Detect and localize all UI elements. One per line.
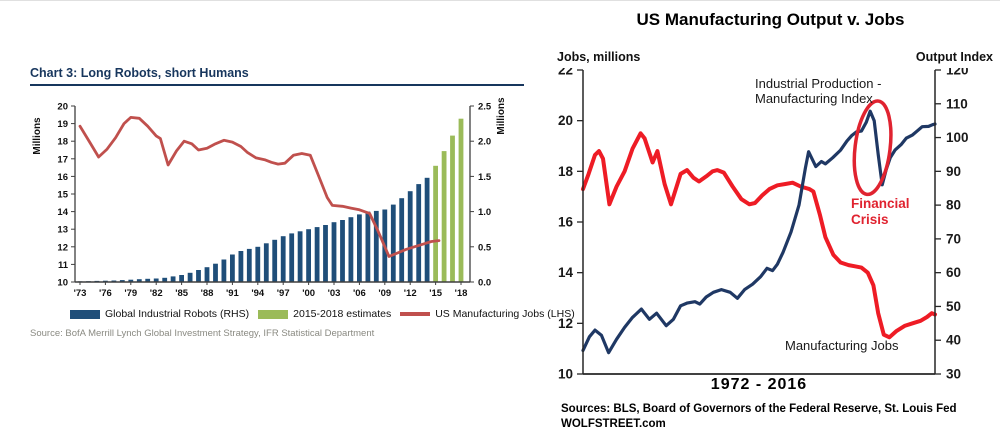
svg-text:'91: '91 [226, 288, 240, 299]
right-chart-axis-labels: Jobs, millions Output Index [543, 50, 995, 64]
svg-text:19: 19 [57, 119, 68, 130]
svg-text:13: 13 [57, 225, 68, 236]
svg-text:90: 90 [946, 164, 961, 179]
svg-text:12: 12 [57, 242, 68, 253]
svg-text:'73: '73 [74, 288, 87, 299]
right-chart-title: US Manufacturing Output v. Jobs [636, 10, 905, 29]
left-chart-legend: Global Industrial Robots (RHS) 2015-2018… [70, 308, 575, 320]
sources-line: Sources: BLS, Board of Governors of the … [561, 403, 957, 415]
svg-text:2.0: 2.0 [478, 137, 491, 148]
svg-text:120: 120 [946, 68, 969, 77]
svg-text:'15: '15 [429, 288, 443, 299]
svg-text:80: 80 [946, 198, 961, 213]
svg-text:'00: '00 [302, 288, 315, 299]
svg-text:'09: '09 [378, 288, 391, 299]
svg-text:110: 110 [946, 96, 968, 111]
svg-text:10: 10 [558, 367, 573, 381]
legend-label-jobs: US Manufacturing Jobs (LHS) [435, 308, 575, 320]
right-chart-sources: Sources: BLS, Board of Governors of the … [561, 402, 957, 431]
svg-text:'76: '76 [99, 288, 112, 299]
legend-label-robots: Global Industrial Robots (RHS) [105, 308, 250, 320]
svg-text:Millions: Millions [496, 97, 507, 135]
svg-text:100: 100 [946, 130, 969, 145]
svg-text:20: 20 [558, 113, 573, 128]
svg-text:1.0: 1.0 [478, 207, 491, 218]
svg-text:'12: '12 [404, 288, 417, 299]
industrial-production-annotation: Industrial Production - Manufacturing In… [755, 76, 881, 106]
x-axis-caption: 1972 - 2016 [710, 376, 808, 393]
svg-text:22: 22 [558, 68, 573, 78]
svg-text:'82: '82 [150, 288, 163, 299]
svg-text:70: 70 [946, 231, 961, 246]
svg-text:'85: '85 [175, 288, 189, 299]
svg-text:Millions: Millions [32, 117, 43, 155]
svg-text:0.0: 0.0 [478, 278, 491, 289]
svg-text:'79: '79 [124, 288, 137, 299]
manufacturing-jobs-annotation: Manufacturing Jobs [785, 338, 899, 353]
svg-text:16: 16 [558, 215, 574, 230]
svg-text:0.5: 0.5 [478, 242, 492, 253]
legend-swatch-estimates [258, 309, 289, 319]
financial-crisis-annotation-line2: Crisis [851, 212, 889, 227]
svg-text:30: 30 [946, 367, 961, 381]
left-chart-title: Chart 3: Long Robots, short Humans [30, 66, 524, 86]
financial-crisis-annotation-line1: Financial [851, 196, 910, 211]
svg-text:'97: '97 [277, 288, 290, 299]
legend-item-robots: Global Industrial Robots (RHS) [70, 308, 249, 320]
legend-swatch-robots [70, 309, 100, 319]
svg-text:15: 15 [57, 190, 68, 201]
industrial-production-annotation-line2: Manufacturing Index [755, 91, 873, 106]
left-chart-panel: Chart 3: Long Robots, short Humans 10 11 1… [30, 66, 575, 366]
svg-text:18: 18 [57, 137, 68, 148]
svg-text:'03: '03 [328, 288, 341, 299]
svg-text:16: 16 [57, 172, 68, 183]
svg-text:1.5: 1.5 [478, 172, 492, 183]
svg-text:'06: '06 [353, 288, 366, 299]
svg-text:14: 14 [57, 207, 68, 218]
svg-text:'18: '18 [455, 288, 468, 299]
right-chart-plot: 10 12 14 16 18 20 22 30 40 50 60 70 80 90 100 110 120 [558, 68, 969, 381]
jobs-axis-label: Jobs, millions [557, 50, 641, 64]
svg-text:40: 40 [946, 333, 961, 348]
svg-text:10: 10 [57, 278, 68, 289]
svg-text:14: 14 [558, 265, 574, 280]
industrial-production-annotation-line1: Industrial Production - [755, 76, 882, 91]
left-chart-plot: 10 11 12 13 14 15 16 17 18 19 20 0.0 0.5 1.0 1.5 2.0 2.5… [32, 97, 507, 299]
page-top-border [0, 0, 1000, 1]
svg-text:50: 50 [946, 299, 961, 314]
left-chart-source: Source: BofA Merrill Lynch Global Invest… [30, 328, 375, 339]
svg-text:2.5: 2.5 [478, 102, 492, 113]
svg-text:20: 20 [57, 102, 68, 113]
svg-text:'94: '94 [251, 288, 265, 299]
svg-text:'88: '88 [201, 288, 214, 299]
output-index-axis-label: Output Index [915, 50, 993, 64]
svg-text:60: 60 [946, 265, 961, 280]
svg-text:11: 11 [58, 260, 69, 271]
legend-item-jobs: US Manufacturing Jobs (LHS) [400, 308, 575, 320]
svg-text:12: 12 [558, 316, 573, 331]
legend-item-estimates: 2015-2018 estimates [258, 308, 391, 320]
legend-swatch-jobs [400, 312, 431, 316]
svg-text:18: 18 [558, 164, 574, 179]
legend-label-estimates: 2015-2018 estimates [293, 308, 392, 320]
svg-text:17: 17 [57, 154, 68, 165]
brand-line: WOLFSTREET.com [561, 417, 666, 430]
right-chart-panel: US Manufacturing Output v. Jobs Jobs, mi… [543, 6, 998, 446]
financial-crisis-annotation: Financial Crisis [851, 196, 910, 228]
